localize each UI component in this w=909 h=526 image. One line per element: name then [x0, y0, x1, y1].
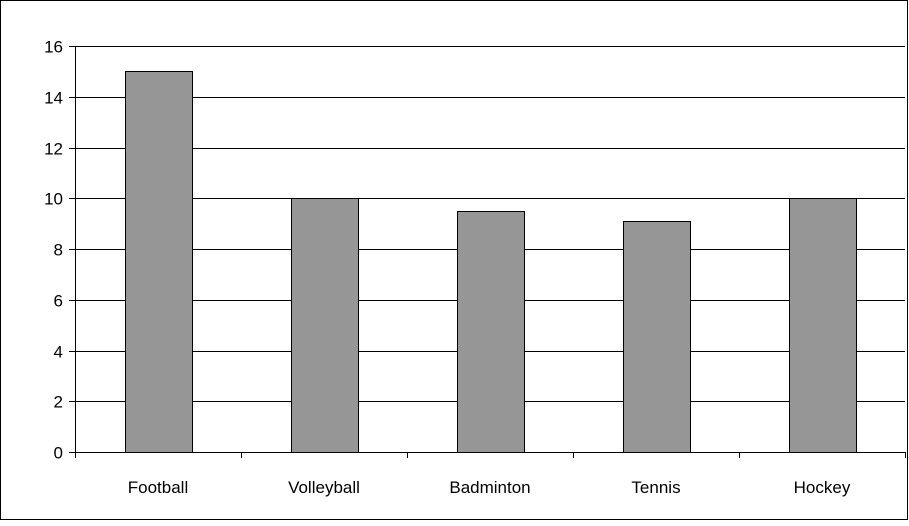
y-tick-label: 12	[44, 140, 63, 159]
bar-tennis	[623, 221, 691, 453]
bar-hockey	[789, 198, 857, 453]
x-tick-label: Badminton	[449, 478, 530, 497]
y-tick-label: 4	[54, 343, 63, 362]
bars	[125, 71, 857, 453]
y-tick-label: 8	[54, 241, 63, 260]
gridlines	[75, 46, 905, 402]
x-tick-label: Tennis	[631, 478, 680, 497]
x-axis-ticks: Football Volleyball Badminton Tennis Hockey	[75, 452, 906, 497]
x-tick-label: Hockey	[794, 478, 851, 497]
y-tick-label: 16	[44, 38, 63, 57]
x-tick-label: Volleyball	[288, 478, 360, 497]
y-tick-label: 0	[54, 444, 63, 463]
y-tick-label: 14	[44, 89, 63, 108]
bar-volleyball	[291, 198, 359, 453]
y-axis-ticks: 0 2 4 6 8 10 12 14 16	[44, 38, 75, 463]
y-tick-label: 10	[44, 190, 63, 209]
bar-football	[125, 71, 193, 453]
y-tick-label: 2	[54, 393, 63, 412]
y-tick-label: 6	[54, 292, 63, 311]
x-tick-label: Football	[128, 478, 188, 497]
bar-badminton	[457, 211, 525, 453]
